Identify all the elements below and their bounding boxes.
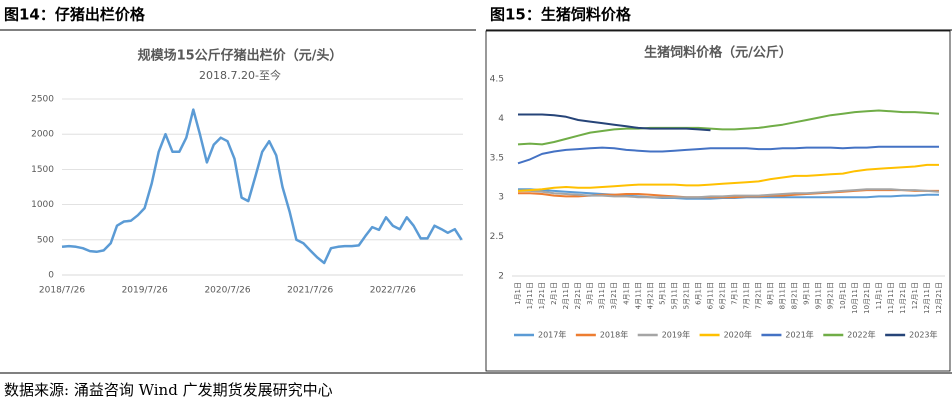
panel-border	[485, 30, 951, 372]
y-tick-label: 500	[37, 235, 54, 245]
x-tick-label: 2019/7/26	[122, 286, 168, 296]
series-line	[517, 163, 939, 192]
x-tick-label: 7月11日	[743, 282, 751, 309]
y-tick-label: 1500	[31, 165, 54, 175]
x-tick-label: 12月11日	[923, 282, 931, 314]
x-tick-label: 4月21日	[646, 282, 654, 309]
y-tick-label: 3.5	[490, 153, 504, 163]
legend-label: 2020年	[724, 330, 752, 340]
source-note: 数据来源: 涌益咨询 Wind 广发期货发展研究中心	[4, 381, 333, 399]
x-tick-label: 7月21日	[755, 282, 763, 309]
x-tick-label: 8月11日	[779, 282, 787, 309]
x-tick-label: 8月1日	[767, 282, 775, 305]
x-tick-label: 2018/7/26	[39, 286, 85, 296]
series-line	[517, 109, 940, 146]
x-tick-label: 8月21日	[791, 282, 799, 309]
x-tick-label: 10月11日	[851, 282, 859, 314]
chart-title: 生猪饲料价格（元/公斤）	[644, 45, 792, 61]
x-tick-label: 7月1日	[731, 282, 739, 305]
y-tick-label: 4.5	[490, 75, 504, 85]
x-tick-label: 2022/7/26	[370, 286, 416, 296]
chart-subtitle: 2018.7.20-至今	[199, 68, 281, 82]
y-tick-label: 2000	[31, 130, 54, 140]
legend-label: 2023年	[909, 330, 937, 340]
x-tick-label: 12月1日	[911, 282, 919, 309]
x-tick-label: 2月1日	[550, 282, 558, 305]
x-tick-label: 2020/7/26	[204, 286, 250, 296]
series-line	[517, 145, 939, 165]
y-tick-label: 3	[498, 193, 504, 203]
x-tick-label: 10月21日	[863, 282, 871, 314]
x-tick-label: 3月21日	[610, 282, 618, 309]
x-tick-label: 11月11日	[887, 282, 895, 314]
legend-label: 2021年	[785, 330, 813, 340]
x-tick-label: 6月11日	[706, 282, 714, 309]
x-tick-label: 9月1日	[803, 282, 811, 305]
heading: 图14：仔猪出栏价格	[4, 6, 146, 24]
legend-label: 2022年	[847, 330, 875, 340]
x-tick-label: 2月11日	[562, 282, 570, 309]
chart-title: 规模场15公斤仔猪出栏价（元/头）	[138, 48, 343, 64]
x-tick-label: 4月1日	[622, 282, 630, 305]
x-tick-label: 3月1日	[586, 282, 594, 305]
series-line	[61, 108, 463, 265]
y-tick-label: 1000	[31, 200, 54, 210]
x-tick-label: 1月21日	[538, 282, 546, 309]
heading: 图15：生猪饲料价格	[490, 6, 632, 24]
legend-label: 2018年	[600, 330, 628, 340]
y-tick-label: 2	[498, 272, 504, 282]
legend-label: 2019年	[662, 330, 690, 340]
y-tick-label: 2.5	[490, 232, 504, 242]
x-tick-label: 1月11日	[526, 282, 534, 309]
y-tick-label: 0	[48, 271, 54, 281]
y-tick-label: 2500	[31, 95, 54, 105]
x-tick-label: 3月11日	[598, 282, 606, 309]
x-tick-label: 5月11日	[670, 282, 678, 309]
x-tick-label: 5月1日	[658, 282, 666, 305]
x-tick-label: 10月1日	[839, 282, 847, 309]
x-tick-label: 2月21日	[574, 282, 582, 309]
series-line	[518, 188, 940, 199]
x-tick-label: 4月11日	[634, 282, 642, 309]
x-tick-label: 6月1日	[694, 282, 702, 305]
x-tick-label: 11月1日	[875, 282, 883, 309]
x-tick-label: 1月1日	[514, 282, 522, 305]
x-tick-label: 9月21日	[827, 282, 835, 309]
x-tick-label: 6月21日	[718, 282, 726, 309]
y-tick-label: 4	[498, 114, 504, 124]
series-line	[518, 113, 711, 132]
x-tick-label: 5月21日	[682, 282, 690, 309]
x-tick-label: 12月21日	[935, 282, 943, 314]
x-tick-label: 9月11日	[815, 282, 823, 309]
x-tick-label: 2021/7/26	[287, 286, 333, 296]
x-tick-label: 11月21日	[899, 282, 907, 314]
legend-label: 2017年	[538, 330, 566, 340]
